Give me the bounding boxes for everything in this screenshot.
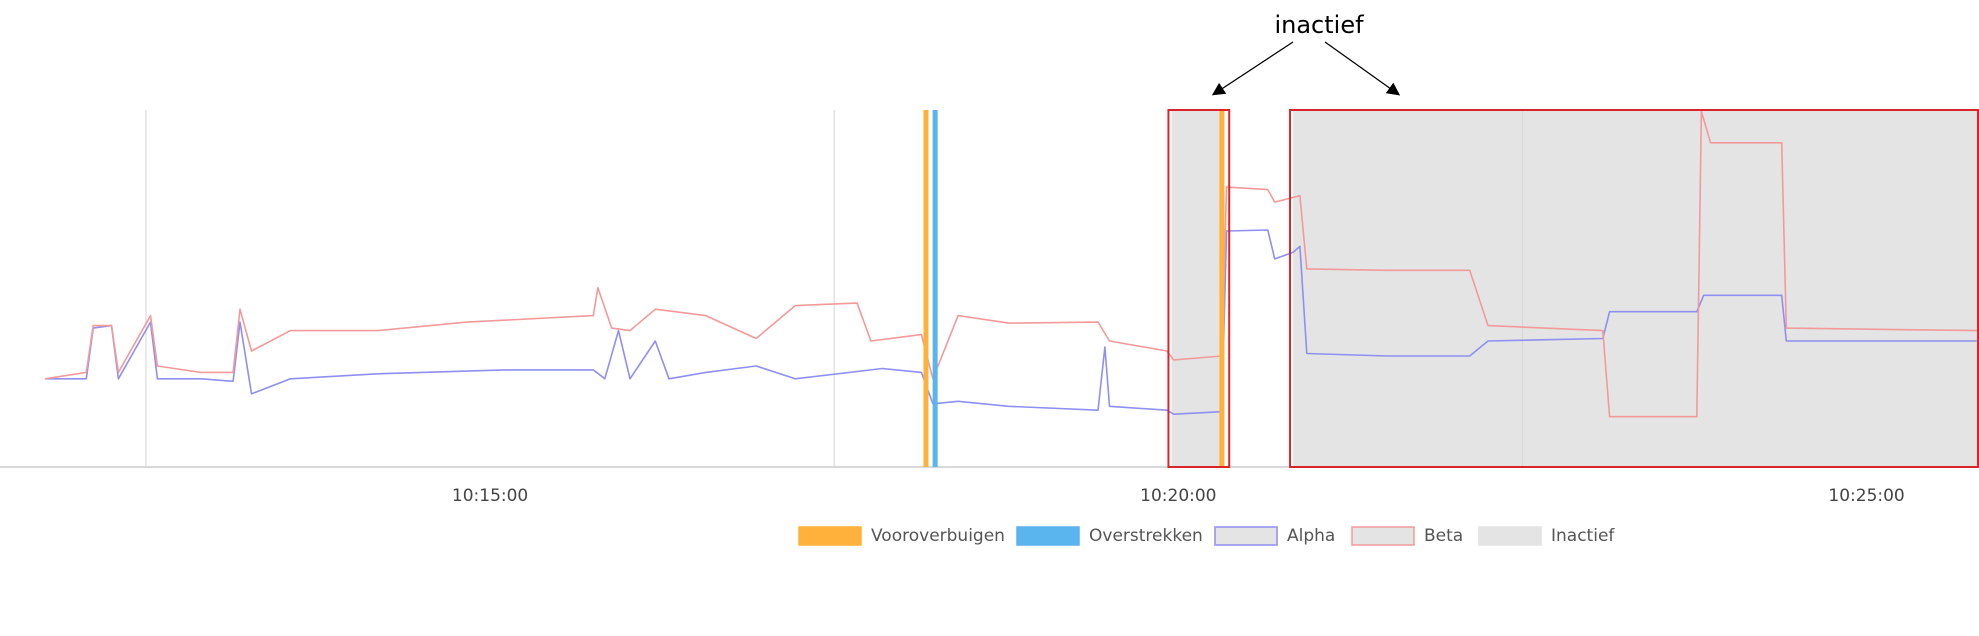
legend-label: Inactief xyxy=(1551,526,1615,546)
background-layer xyxy=(0,110,1979,468)
annotation-arrow xyxy=(1211,41,1294,96)
inactive-region xyxy=(1293,110,1979,467)
legend-label: Vooroverbuigen xyxy=(871,526,1005,546)
annotation-box xyxy=(1167,109,1231,468)
foreground-layer: 10:15:00 10:20:00 10:25:00 Vooroverbuigen Ov… xyxy=(44,109,1979,546)
legend-swatch xyxy=(798,526,862,546)
legend-label: Overstrekken xyxy=(1089,526,1203,546)
legend-swatch xyxy=(1351,526,1415,546)
legend-swatch xyxy=(1478,526,1542,546)
legend-swatch xyxy=(1214,526,1278,546)
x-tick-label: 10:15:00 xyxy=(452,486,528,506)
inactive-region xyxy=(1171,110,1225,467)
legend-swatch xyxy=(1016,526,1080,546)
series-line xyxy=(44,110,1979,418)
annotation: inactief xyxy=(1274,11,1364,39)
x-tick-label: 10:25:00 xyxy=(1828,486,1904,506)
annotation-arrow xyxy=(1324,41,1401,96)
annotation-box xyxy=(1289,109,1979,468)
x-tick-label: 10:20:00 xyxy=(1140,486,1216,506)
legend-label: Beta xyxy=(1424,526,1463,546)
legend-label: Alpha xyxy=(1287,526,1335,546)
